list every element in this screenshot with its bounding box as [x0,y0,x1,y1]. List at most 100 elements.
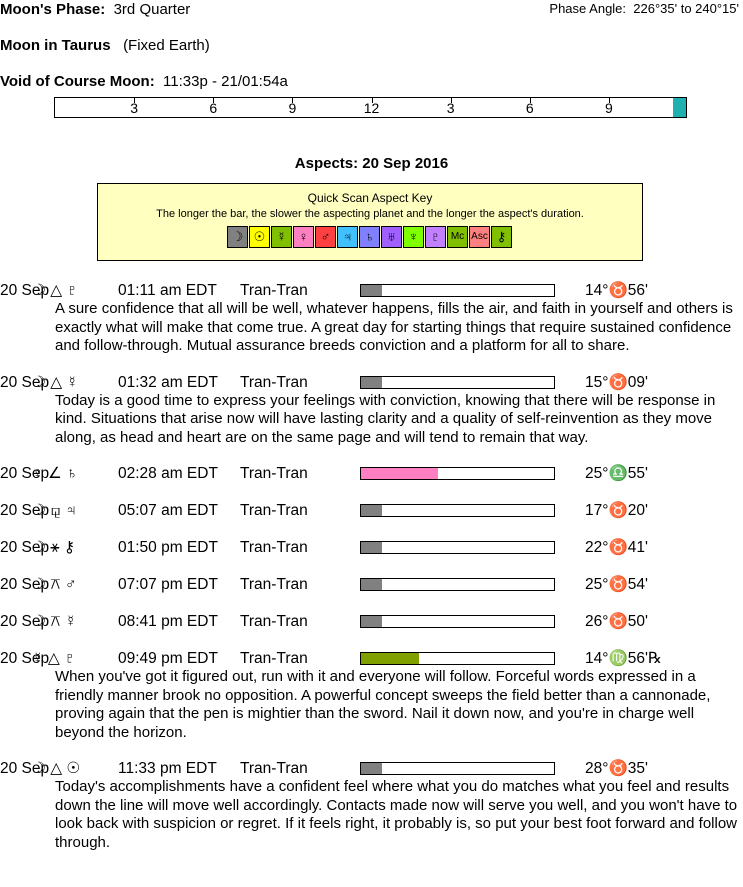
key-glyph: ♃ [337,226,358,248]
time: 01:32 am EDT [118,373,218,391]
phase-angle: Phase Angle: 226°35' to 240°15' [549,1,739,16]
aspect-glyphs: ♀ ∠ ♄ [32,465,78,482]
duration-bar-frame [360,504,555,517]
timeline-tick-label: 9 [604,100,613,116]
timeline: 3 6 9 12 3 6 9 [54,97,687,118]
timeline-tick-label: 3 [130,100,139,116]
aspect-row: 20 Sep ☽ △ ☿ 01:32 am EDT Tran-Tran 15°♉09' [0,373,743,392]
label: Phase Angle: [549,1,627,16]
value: 11:33p - 21/01:54a [163,73,288,90]
aspect-type: Tran-Tran [240,465,308,482]
aspect-glyphs: ☽ △ ♇ [32,282,79,299]
aspects-title: Aspects: 20 Sep 2016 [294,155,449,172]
timeline-tick [529,98,531,103]
aspect-type: Tran-Tran [240,373,308,391]
aspect-type: Tran-Tran [240,502,308,519]
aspect-type: Tran-Tran [240,282,308,299]
duration-bar [361,616,383,627]
aspect: 20 Sep ☽ △ ♇ 01:11 am EDT Tran-Tran 14°♉56' A… [0,281,743,356]
aspect-type: Tran-Tran [240,760,308,777]
position: 14°♉56' [585,282,648,299]
time: 01:11 am EDT [118,282,217,299]
label: Moon's Phase: [0,1,106,18]
duration-bar-frame [360,284,555,297]
time: 05:07 am EDT [118,502,218,519]
aspect-description: Today's accomplishments have a confident… [55,778,738,851]
time: 01:50 pm EDT [118,539,218,556]
aspect: 20 Sep ☽ ⚻ ♂ 07:07 pm EDT Tran-Tran 25°♉54' [0,575,743,594]
key-glyph: ☽ [227,226,248,248]
duration-bar [361,376,383,388]
aspect: 20 Sep ☽ △ ☉ 11:33 pm EDT Tran-Tran 28°♉35' T… [0,759,743,852]
aspect-list: 20 Sep ☽ △ ♇ 01:11 am EDT Tran-Tran 14°♉56' A… [0,281,743,869]
time: 02:28 am EDT [118,465,218,482]
position: 25°♉54' [585,576,648,593]
aspect-row: 20 Sep ☽ △ ☉ 11:33 pm EDT Tran-Tran 28°♉35' [0,759,743,778]
duration-bar-frame [360,375,555,389]
position: 25°♎55' [585,465,648,482]
duration-bar-frame [360,652,555,665]
key-glyphs: ☽ ☉ ☿ ♀ ♂ ♃ ♄ ♅ ♆ ♇ Mc Asc ⚷ [98,226,642,248]
time: 09:49 pm EDT [118,650,218,667]
value: (Fixed Earth) [123,37,210,54]
aspect-description: Today is a good time to express your fee… [55,391,716,446]
key-glyph: Asc [469,226,490,248]
aspect: 20 Sep ☽ △ ☿ 01:32 am EDT Tran-Tran 15°♉09' T… [0,373,743,448]
duration-bar [361,763,383,774]
aspect-row: 20 Sep ☽ ⚹ ⚷ 01:50 pm EDT Tran-Tran 22°♉41' [0,538,743,557]
aspect-type: Tran-Tran [240,539,308,556]
duration-bar [361,542,383,553]
void-marker [673,98,686,117]
time: 11:33 pm EDT [118,760,217,777]
duration-bar [361,579,383,590]
duration-bar-frame [360,541,555,554]
key-glyph: ♇ [425,226,446,248]
void-of-course: Void of Course Moon: 11:33p - 21/01:54a [0,73,288,90]
timeline-tick-label: 12 [363,100,380,116]
timeline-tick-label: 3 [446,100,455,116]
key-glyph: Mc [447,226,468,248]
date: 20 Sep [0,465,50,482]
timeline-tick-label: 6 [209,100,218,116]
position: 22°♉41' [585,539,648,556]
time: 07:07 pm EDT [118,576,218,593]
aspect-glyphs: ☽ ⚼ ♃ [32,502,77,519]
aspect: 20 Sep ♀ ∠ ♄ 02:28 am EDT Tran-Tran 25°♎55' [0,464,743,483]
moon-sign: Moon in Taurus (Fixed Earth) [0,37,210,54]
date: 20 Sep [0,650,50,667]
aspect-row: 20 Sep ☽ ⚻ ☿ 08:41 pm EDT Tran-Tran 26°♉50' [0,612,743,631]
aspect-row: 20 Sep ☽ ⚼ ♃ 05:07 am EDT Tran-Tran 17°♉20' [0,501,743,520]
key-title: Quick Scan Aspect Key [307,191,433,205]
timeline-tick [608,98,610,103]
key-glyph: ♄ [359,226,380,248]
key-glyph: ☉ [249,226,270,248]
duration-bar-frame [360,762,555,775]
aspect-description: A sure confidence that all will be well,… [55,300,733,354]
label: Void of Course Moon: [0,73,155,90]
position: 17°♉20' [585,502,648,519]
key-description: The longer the bar, the slower the aspec… [156,208,584,220]
label: Moon in Taurus [0,37,111,54]
aspect: 20 Sep ☽ ⚹ ⚷ 01:50 pm EDT Tran-Tran 22°♉41' [0,538,743,557]
duration-bar [361,653,419,664]
timeline-tick-label: 9 [288,100,297,116]
key-glyph: ♆ [403,226,424,248]
key-glyph: ♀ [293,226,314,248]
position: 15°♉09' [585,373,648,391]
key-glyph: ♂ [315,226,336,248]
timeline-tick [213,98,215,103]
duration-bar-frame [360,467,555,480]
key-glyph: ☿ [271,226,292,248]
aspect-glyphs: ☽ ⚻ ☿ [32,613,77,630]
timeline-tick-label: 6 [525,100,534,116]
moon-phase: Moon's Phase: 3rd Quarter [0,1,190,18]
aspect: 20 Sep ☿ △ ♇ 09:49 pm EDT Tran-Tran 14°♍56'℞… [0,649,743,742]
aspect-type: Tran-Tran [240,576,308,593]
date: 20 Sep [0,760,50,777]
timeline-tick [371,98,373,103]
aspect-row: 20 Sep ☽ ⚻ ♂ 07:07 pm EDT Tran-Tran 25°♉54' [0,575,743,594]
position: 14°♍56'℞ [585,650,662,667]
timeline-tick [134,98,136,103]
duration-bar [361,285,383,296]
